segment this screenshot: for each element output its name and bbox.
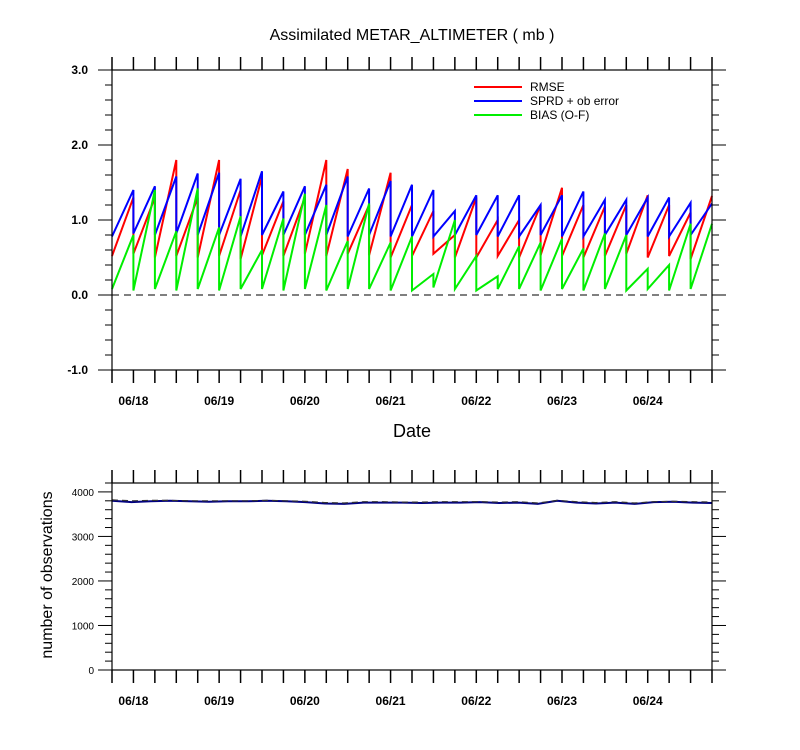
legend-label: RMSE [530,80,565,94]
x-tick-label: 06/19 [204,694,234,708]
series-line-sprd-ob-error [111,170,713,241]
y-tick-label: 1.0 [71,213,88,227]
series-line-bias-o-f [111,188,713,293]
top-chart: Assimilated METAR_ALTIMETER ( mb ) 3.0 2.… [67,27,726,441]
y-tick-label: 4000 [72,488,95,499]
top-y-tick-labels: 3.0 2.0 1.0 0.0 -1.0 [67,63,88,377]
y-tick-label: 2000 [72,577,95,588]
y-axis-label: number of observations [39,491,56,658]
legend-label: BIAS (O-F) [530,108,589,122]
y-tick-label: 3.0 [71,63,88,77]
y-tick-label: 0 [88,666,94,677]
top-plot-frame [111,69,713,371]
x-tick-label: 06/24 [633,394,663,408]
x-tick-label: 06/19 [204,394,234,408]
bottom-series-group [111,499,713,505]
top-series-group [111,159,713,293]
x-tick-label: 06/20 [290,694,320,708]
x-tick-label: 06/21 [376,394,406,408]
bottom-x-tick-labels: 06/18 06/19 06/20 06/21 06/22 06/23 06/24 [118,694,663,708]
y-tick-label: 1000 [72,621,95,632]
legend-label: SPRD + ob error [530,94,619,108]
x-tick-label: 06/18 [118,394,148,408]
top-axis-ticks [98,57,726,383]
x-tick-label: 06/23 [547,394,577,408]
y-tick-label: 3000 [72,532,95,543]
y-tick-label: -1.0 [67,363,88,377]
x-tick-label: 06/24 [633,694,663,708]
x-tick-label: 06/22 [461,394,491,408]
x-tick-label: 06/20 [290,394,320,408]
observation-count-line-dashed [111,499,713,504]
x-tick-label: 06/18 [118,694,148,708]
top-x-tick-labels: 06/18 06/19 06/20 06/21 06/22 06/23 06/24 [118,394,663,408]
bottom-y-tick-labels: 4000 3000 2000 1000 0 [72,488,95,677]
x-tick-label: 06/21 [376,694,406,708]
x-tick-label: 06/23 [547,694,577,708]
bottom-plot-frame [111,482,713,671]
chart-title: Assimilated METAR_ALTIMETER ( mb ) [270,27,555,44]
y-tick-label: 0.0 [71,288,88,302]
y-tick-label: 2.0 [71,138,88,152]
x-tick-label: 06/22 [461,694,491,708]
x-axis-label: Date [393,421,431,441]
bottom-axis-ticks [98,470,726,683]
observation-count-line-solid [111,499,713,505]
